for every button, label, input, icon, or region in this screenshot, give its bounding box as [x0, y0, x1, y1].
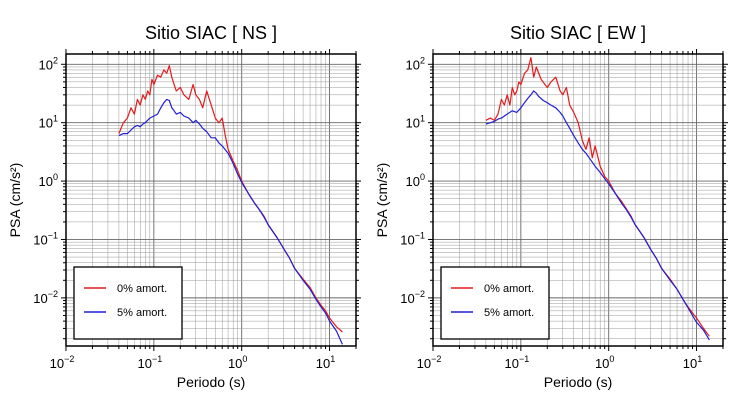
tick-base: 10 [400, 232, 414, 247]
y-tick-label: 102 [39, 55, 58, 72]
legend: 0% amort. 5% amort. [73, 266, 183, 340]
plot-frame [432, 53, 724, 347]
legend-box [440, 266, 550, 340]
tick-exponent: −1 [152, 354, 162, 364]
tick-base: 10 [137, 356, 151, 371]
tick-exponent: 0 [420, 172, 425, 182]
legend-label: 5% amort. [484, 307, 534, 319]
tick-base: 10 [406, 57, 420, 72]
x-tick-label: 100 [595, 354, 614, 371]
tick-exponent: 2 [420, 55, 425, 65]
y-tick-label: 10−1 [33, 230, 58, 247]
tick-exponent: 1 [330, 354, 335, 364]
y-tick-label: 10−1 [400, 230, 425, 247]
tick-base: 10 [39, 57, 53, 72]
chart-panel-1: Sitio SIAC [ NS ]10−2 10−1 100 10110−210−11… [7, 23, 361, 390]
x-tick-label: 10−1 [137, 354, 162, 371]
tick-base: 10 [39, 174, 53, 189]
tick-exponent: 1 [697, 354, 702, 364]
legend: 0% amort. 5% amort. [440, 266, 550, 340]
chart-title: Sitio SIAC [ NS ] [145, 23, 277, 43]
tick-exponent: −2 [48, 289, 58, 299]
legend-box [73, 266, 183, 340]
y-axis-label: PSA (cm/s²) [7, 163, 23, 238]
plot-frame [65, 53, 357, 347]
tick-base: 10 [228, 356, 242, 371]
tick-exponent: −1 [48, 230, 58, 240]
tick-exponent: 0 [609, 354, 614, 364]
y-tick-label: 101 [406, 114, 425, 131]
grid [432, 54, 724, 346]
tick-base: 10 [595, 356, 609, 371]
x-tick-label: 101 [683, 354, 702, 371]
series-line-damped [118, 98, 343, 345]
tick-base: 10 [316, 356, 330, 371]
legend-label: 0% amort. [484, 283, 534, 295]
y-tick-label: 100 [406, 172, 425, 189]
tick-base: 10 [504, 356, 518, 371]
tick-exponent: 1 [420, 114, 425, 124]
x-tick-label: 10−1 [504, 354, 529, 371]
legend-label: 5% amort. [117, 307, 167, 319]
y-axis-label: PSA (cm/s²) [374, 163, 390, 238]
grid [65, 54, 357, 346]
tick-base: 10 [683, 356, 697, 371]
tick-base: 10 [406, 116, 420, 131]
y-tick-label: 10−2 [33, 289, 58, 306]
tick-exponent: −2 [431, 354, 441, 364]
tick-exponent: −2 [64, 354, 74, 364]
tick-base: 10 [33, 232, 47, 247]
series-line-damped [485, 90, 710, 341]
chart-panel-2: Sitio SIAC [ EW ]10−2 10−1 100 10110−210−11… [374, 23, 728, 390]
x-axis-label: Periodo (s) [544, 374, 612, 390]
tick-marks [428, 49, 728, 351]
legend-label: 0% amort. [117, 283, 167, 295]
tick-base: 10 [39, 116, 53, 131]
tick-exponent: 0 [242, 354, 247, 364]
x-tick-label: 100 [228, 354, 247, 371]
y-tick-label: 101 [39, 114, 58, 131]
tick-exponent: −1 [415, 230, 425, 240]
tick-base: 10 [406, 174, 420, 189]
y-tick-label: 102 [406, 55, 425, 72]
x-tick-label: 101 [316, 354, 335, 371]
tick-exponent: 2 [53, 55, 58, 65]
x-axis-label: Periodo (s) [177, 374, 245, 390]
chart-title: Sitio SIAC [ EW ] [510, 23, 646, 43]
x-tick-label: 10−2 [50, 354, 75, 371]
tick-exponent: 0 [53, 172, 58, 182]
x-tick-label: 10−2 [417, 354, 442, 371]
tick-exponent: −2 [415, 289, 425, 299]
tick-base: 10 [400, 291, 414, 306]
y-tick-label: 100 [39, 172, 58, 189]
tick-exponent: −1 [519, 354, 529, 364]
y-tick-label: 10−2 [400, 289, 425, 306]
tick-base: 10 [417, 356, 431, 371]
tick-marks [61, 49, 361, 351]
tick-base: 10 [50, 356, 64, 371]
tick-base: 10 [33, 291, 47, 306]
tick-exponent: 1 [53, 114, 58, 124]
